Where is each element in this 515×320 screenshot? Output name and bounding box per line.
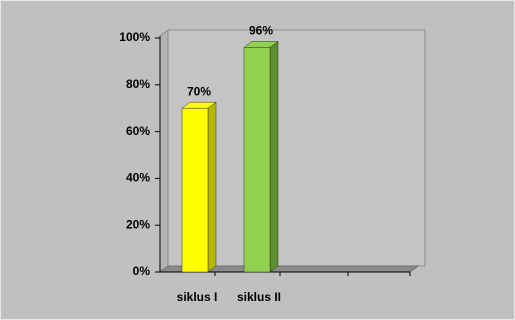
x-tick-label: siklus II (237, 290, 281, 304)
bar (243, 47, 271, 273)
y-tick-label: 0% (133, 264, 151, 278)
y-tick-label: 40% (126, 171, 150, 185)
side-wall (159, 29, 169, 273)
y-tick-label: 80% (126, 77, 150, 91)
x-tick-label: siklus I (177, 290, 218, 304)
value-label: 70% (187, 84, 211, 98)
y-tick-label: 60% (126, 124, 150, 138)
bar (181, 107, 209, 273)
y-tick-label: 20% (126, 217, 150, 231)
y-tick-label: 100% (119, 30, 150, 44)
bar-side (269, 40, 279, 273)
bar-side (207, 101, 217, 273)
value-label: 96% (249, 24, 273, 38)
